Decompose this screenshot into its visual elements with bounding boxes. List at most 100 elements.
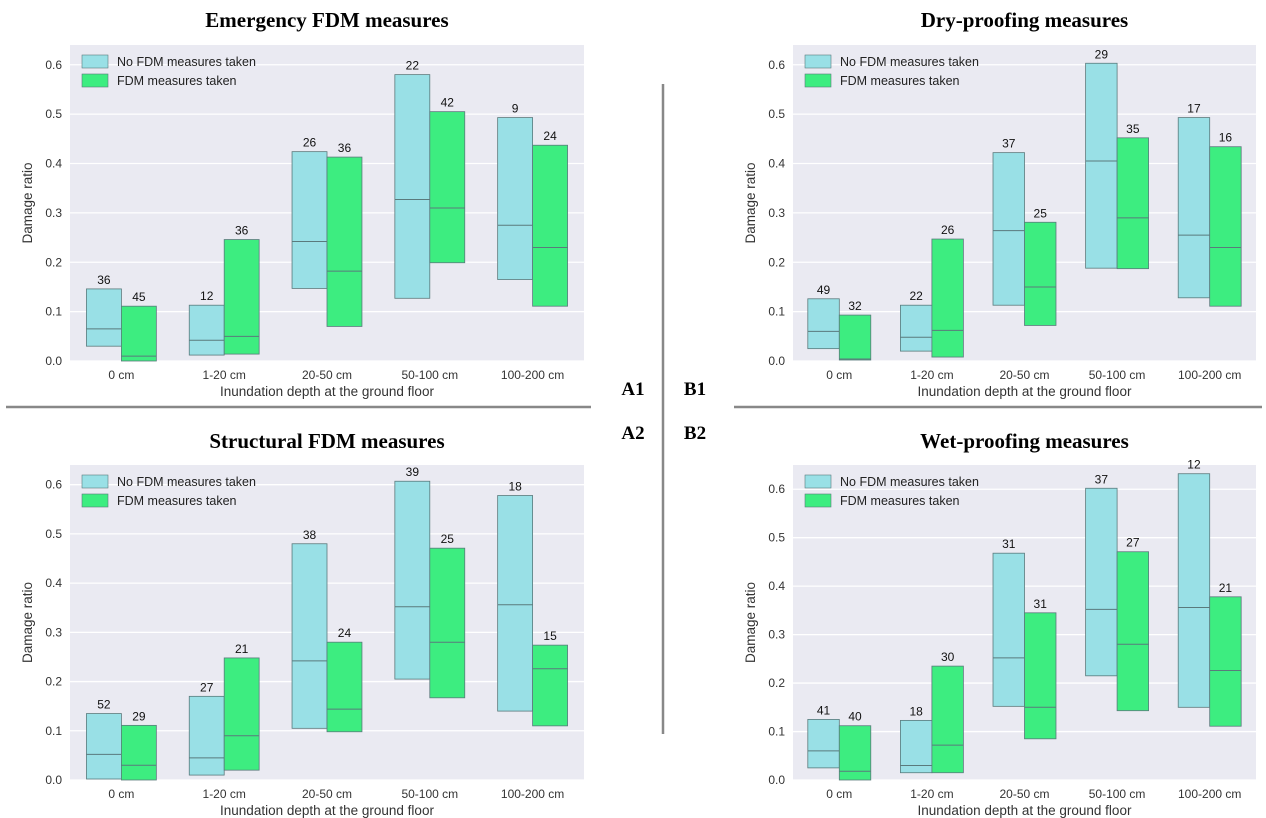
y-tick-label: 0.5 bbox=[768, 107, 785, 121]
count-label: 30 bbox=[941, 650, 955, 664]
y-tick-label: 0.3 bbox=[45, 206, 62, 220]
range-bar bbox=[86, 713, 122, 780]
y-tick-label: 0.6 bbox=[45, 478, 62, 492]
range-bar bbox=[992, 152, 1025, 306]
range-bar bbox=[532, 644, 568, 727]
x-tick-label: 20-50 cm bbox=[302, 368, 352, 382]
range-bar bbox=[326, 641, 363, 733]
x-tick-label: 20-50 cm bbox=[999, 368, 1049, 382]
range-bar bbox=[497, 495, 534, 712]
x-tick-label: 20-50 cm bbox=[999, 787, 1049, 801]
y-tick-label: 0.3 bbox=[768, 628, 785, 642]
y-tick-label: 0.6 bbox=[768, 482, 785, 496]
count-label: 40 bbox=[848, 710, 862, 724]
panel-label-b1: B1 bbox=[684, 379, 706, 400]
range-bar bbox=[1209, 146, 1242, 307]
count-label: 22 bbox=[909, 289, 923, 303]
range-bar bbox=[1116, 551, 1149, 712]
count-label: 52 bbox=[97, 698, 111, 712]
y-tick-label: 0.4 bbox=[768, 157, 785, 171]
x-tick-label: 100-200 cm bbox=[501, 368, 564, 382]
x-tick-label: 50-100 cm bbox=[401, 787, 458, 801]
y-tick-label: 0.2 bbox=[45, 255, 62, 269]
count-label: 15 bbox=[543, 629, 557, 643]
range-bar bbox=[900, 719, 933, 774]
x-tick-label: 1-20 cm bbox=[203, 368, 246, 382]
x-tick-label: 1-20 cm bbox=[203, 787, 246, 801]
range-bar bbox=[1177, 117, 1211, 299]
range-bar bbox=[121, 305, 157, 362]
legend-swatch bbox=[804, 474, 832, 489]
count-label: 38 bbox=[303, 528, 317, 542]
count-label: 24 bbox=[338, 626, 352, 640]
range-bar bbox=[838, 725, 872, 781]
count-label: 36 bbox=[235, 224, 249, 238]
legend-swatch bbox=[804, 73, 832, 88]
x-tick-label: 20-50 cm bbox=[302, 787, 352, 801]
range-bar bbox=[1024, 612, 1057, 740]
range-bar bbox=[429, 547, 466, 699]
y-tick-label: 0.4 bbox=[45, 576, 62, 590]
range-bar bbox=[931, 665, 964, 774]
legend-swatch bbox=[804, 493, 832, 508]
y-tick-label: 0.0 bbox=[45, 773, 62, 787]
y-tick-label: 0.3 bbox=[45, 625, 62, 639]
x-tick-label: 0 cm bbox=[826, 787, 852, 801]
chart-a1: Emergency FDM measures 0.0 0.1 0.2 0.3 0.4 0.5… bbox=[20, 8, 584, 399]
y-axis-label: Damage ratio bbox=[20, 162, 35, 243]
x-axis-label: Inundation depth at the ground floor bbox=[918, 803, 1132, 818]
range-bar bbox=[992, 552, 1025, 707]
panel-label-a1: A1 bbox=[621, 379, 644, 400]
y-tick-label: 0.4 bbox=[45, 157, 62, 171]
legend-label: No FDM measures taken bbox=[117, 475, 256, 489]
y-tick-label: 0.0 bbox=[45, 354, 62, 368]
chart-a2: Structural FDM measures 0.0 0.1 0.2 0.3 0.4 0.… bbox=[20, 429, 584, 818]
range-bar bbox=[188, 304, 225, 356]
count-label: 18 bbox=[508, 480, 522, 494]
count-label: 25 bbox=[441, 532, 455, 546]
range-bar bbox=[931, 238, 964, 358]
count-label: 21 bbox=[235, 642, 249, 656]
charts-layer: Emergency FDM measures 0.0 0.1 0.2 0.3 0.4 0.5… bbox=[20, 8, 1256, 818]
y-tick-label: 0.2 bbox=[45, 675, 62, 689]
range-bar bbox=[807, 298, 840, 350]
count-label: 26 bbox=[941, 223, 955, 237]
count-label: 31 bbox=[1002, 537, 1016, 551]
range-bar bbox=[291, 151, 328, 289]
panel-label-b2: B2 bbox=[684, 423, 706, 444]
y-tick-label: 0.5 bbox=[45, 107, 62, 121]
x-tick-label: 0 cm bbox=[108, 787, 134, 801]
count-label: 29 bbox=[132, 709, 146, 723]
chart-b2: Wet-proofing measures 0.0 0.1 0.2 0.3 0.4 0.5 0… bbox=[743, 429, 1256, 818]
legend-swatch bbox=[81, 474, 109, 489]
panel-label-a2: A2 bbox=[621, 423, 644, 444]
range-bar bbox=[1024, 221, 1057, 326]
range-bar bbox=[1116, 137, 1149, 270]
range-bar bbox=[326, 156, 363, 327]
count-label: 37 bbox=[1002, 137, 1016, 151]
count-label: 37 bbox=[1095, 472, 1109, 486]
chart-b1: Dry-proofing measures 0.0 0.1 0.2 0.3 0.4 0.5 0… bbox=[743, 8, 1256, 399]
range-bar bbox=[86, 288, 122, 347]
count-label: 26 bbox=[303, 136, 317, 150]
range-bar bbox=[1209, 596, 1242, 727]
x-tick-label: 50-100 cm bbox=[1089, 368, 1146, 382]
range-bar bbox=[429, 111, 466, 264]
range-bar bbox=[1085, 487, 1118, 677]
x-tick-label: 100-200 cm bbox=[501, 787, 564, 801]
x-tick-label: 1-20 cm bbox=[910, 787, 953, 801]
x-tick-label: 50-100 cm bbox=[1089, 787, 1146, 801]
x-axis-label: Inundation depth at the ground floor bbox=[220, 384, 434, 399]
count-label: 45 bbox=[132, 290, 146, 304]
range-bar bbox=[394, 480, 431, 680]
count-label: 21 bbox=[1219, 581, 1233, 595]
y-axis-label: Damage ratio bbox=[743, 582, 758, 663]
range-bar bbox=[807, 719, 840, 769]
y-tick-label: 0.5 bbox=[45, 527, 62, 541]
count-label: 18 bbox=[909, 704, 923, 718]
legend-label: No FDM measures taken bbox=[117, 55, 256, 69]
count-label: 42 bbox=[441, 96, 455, 110]
range-bar bbox=[223, 657, 260, 771]
legend-swatch bbox=[81, 54, 109, 69]
